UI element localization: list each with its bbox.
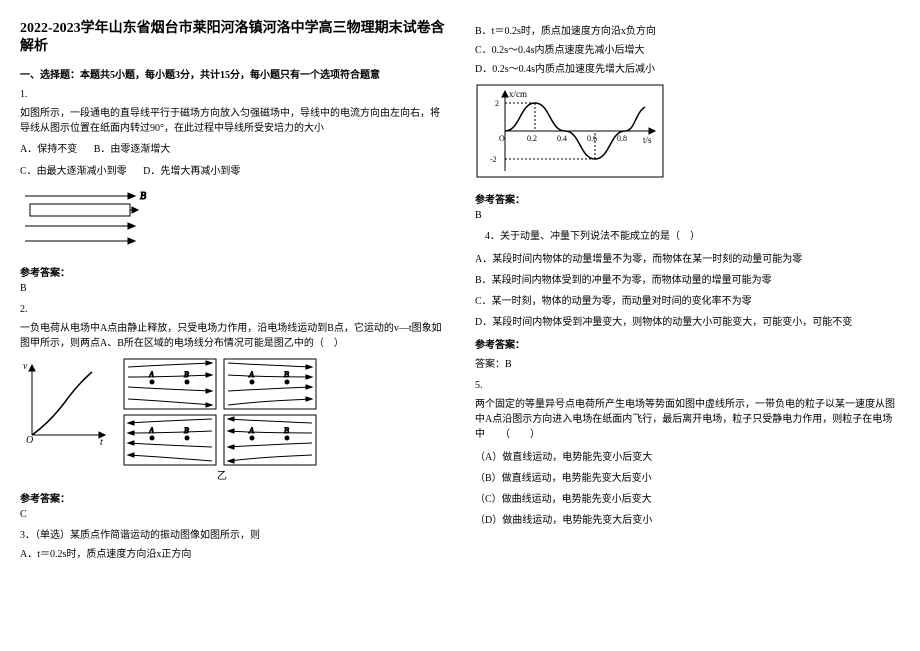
svg-text:B: B [184, 426, 189, 435]
q3-optD: D．0.2s～0.4s内质点加速度先增大后减小 [475, 62, 900, 77]
tick-n2: -2 [490, 155, 497, 164]
q3-optA: A．t＝0.2s时，质点速度方向沿x正方向 [20, 547, 445, 562]
svg-text:B: B [184, 370, 189, 379]
tick-08: 0.8 [617, 134, 627, 143]
q5-num: 5. [475, 378, 900, 393]
q4-optA: A．某段时间内物体的动量增量不为零，而物体在某一时刻的动量可能为零 [475, 250, 900, 265]
label-v: v [23, 361, 28, 372]
tick-06: 0.6 [587, 134, 597, 143]
q4-optB: B．某段时间内物体受到的冲量不为零，而物体动量的增量可能为零 [475, 271, 900, 286]
left-column: 2022-2023学年山东省烟台市莱阳河洛镇河洛中学高三物理期末试卷含解析 一、… [20, 20, 445, 566]
label-O: O [26, 435, 33, 446]
q4-ans: 答案：B [475, 355, 900, 370]
q3-ans: B [475, 210, 900, 221]
q4-ans-head: 参考答案： [475, 336, 900, 351]
q5-optB: （B）做直线运动，电势能先变大后变小 [475, 469, 900, 484]
q3-ans-head: 参考答案： [475, 191, 900, 206]
label-B: B [140, 191, 146, 202]
q3-num: 3．（单选）某质点作简谐运动的振动图像如图所示，则 [20, 528, 445, 543]
q1-figure: B [20, 186, 445, 256]
q1-optD: D．先增大再减小到零 [143, 162, 240, 177]
q1-ans-head: 参考答案： [20, 264, 445, 279]
xlabel: t/s [643, 135, 652, 145]
vt-graph: v O t 甲 [20, 357, 110, 447]
sine-figure: x/cm t/s 2 -2 O 0.2 0.4 0.6 0.8 [475, 83, 900, 183]
q1-number: 1. [20, 87, 445, 102]
doc-title: 2022-2023学年山东省烟台市莱阳河洛镇河洛中学高三物理期末试卷含解析 [20, 20, 445, 56]
tick-o: O [499, 134, 505, 143]
svg-text:A: A [248, 426, 254, 435]
q1-optB: B．由零逐渐增大 [94, 140, 171, 155]
q5-body: 两个固定的等量异号点电荷所产生电场等势面如图中虚线所示，一带负电的粒子以某一速度… [475, 397, 900, 442]
caption-yi: 乙 [217, 470, 227, 482]
q1-optC: C．由最大逐渐减小到零 [20, 162, 127, 177]
svg-text:B: B [284, 370, 289, 379]
q1-body: 如图所示，一段通电的直导线平行于磁场方向放入匀强磁场中，导线中的电流方向由左向右… [20, 106, 445, 136]
q1-ans: B [20, 283, 445, 294]
tick-04: 0.4 [557, 134, 567, 143]
q2-ans-head: 参考答案： [20, 490, 445, 505]
tick-02: 0.2 [527, 134, 537, 143]
svg-text:A: A [248, 370, 254, 379]
field-panels: A B [122, 357, 322, 482]
right-column: B．t＝0.2s时，质点加速度方向沿x负方向 C．0.2s～0.4s内质点速度先… [475, 20, 900, 566]
q5-optC: （C）做曲线运动，电势能先变小后变大 [475, 490, 900, 505]
tick-2: 2 [495, 99, 499, 108]
ylabel: x/cm [509, 89, 527, 99]
q2-ans: C [20, 509, 445, 520]
q3-optB: B．t＝0.2s时，质点加速度方向沿x负方向 [475, 24, 900, 39]
label-t: t [100, 437, 103, 447]
q3-optC: C．0.2s～0.4s内质点速度先减小后增大 [475, 43, 900, 58]
svg-text:A: A [148, 426, 154, 435]
q4-num: 4．关于动量、冲量下列说法不能成立的是（ ） [475, 229, 900, 244]
q1-options: A．保持不变 B．由零逐渐增大 [20, 140, 445, 158]
q1-optA: A．保持不变 [20, 140, 77, 155]
q2-number: 2. [20, 302, 445, 317]
svg-text:A: A [148, 370, 154, 379]
q4-optD: D．某段时间内物体受到冲量变大，则物体的动量大小可能变大，可能变小，可能不变 [475, 313, 900, 328]
svg-text:B: B [284, 426, 289, 435]
q2-body: 一负电荷从电场中A点由静止释放，只受电场力作用，沿电场线运动到B点，它运动的v—… [20, 321, 445, 351]
q2-figure: v O t 甲 [20, 357, 445, 482]
q1-options2: C．由最大逐渐减小到零 D．先增大再减小到零 [20, 162, 445, 180]
q4-optC: C．某一时刻，物体的动量为零，而动量对时间的变化率不为零 [475, 292, 900, 307]
q5-optD: （D）做曲线运动，电势能先变大后变小 [475, 511, 900, 526]
q5-optA: （A）做直线运动，电势能先变小后变大 [475, 448, 900, 463]
section-header: 一、选择题：本题共5小题，每小题3分，共计15分，每小题只有一个选项符合题意 [20, 66, 445, 81]
